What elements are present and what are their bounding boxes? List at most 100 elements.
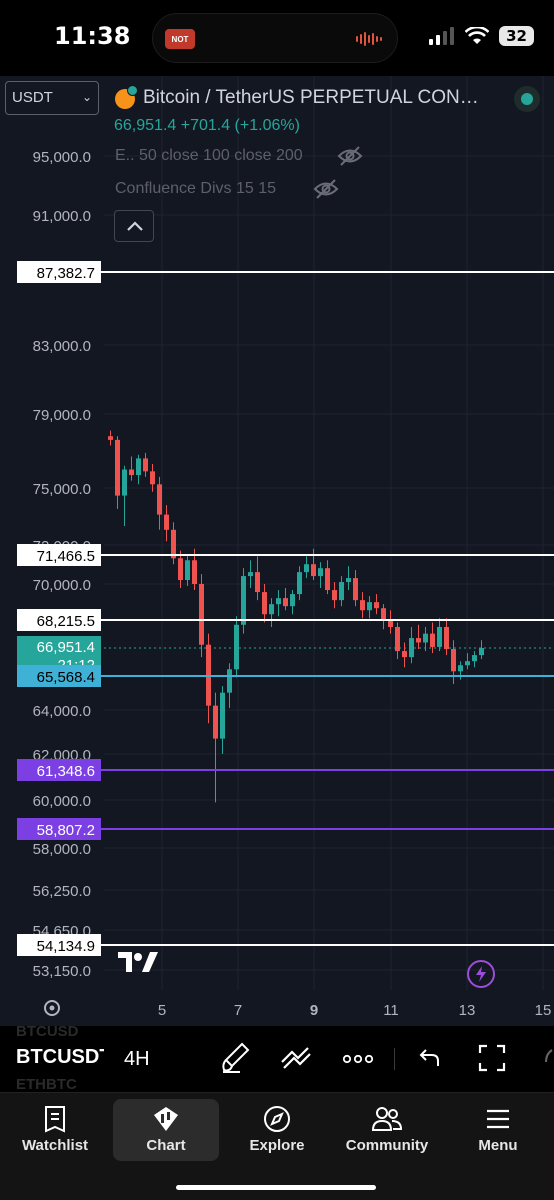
audio-wave-icon [356,32,382,46]
price-axis-label: 53,150.0 [33,963,91,980]
candle-body [472,655,477,662]
brush-icon[interactable] [220,1042,250,1074]
level-label: 58,807.2 [37,822,95,839]
tab-watchlist[interactable]: Watchlist [2,1099,108,1161]
eye-off-icon[interactable] [313,178,339,200]
candle-body [437,626,442,647]
candle-body [304,564,309,573]
candle-body [381,608,386,621]
candle-body [409,638,414,658]
level-label-box [17,544,101,566]
toolbar-divider [394,1048,395,1070]
chart-area[interactable]: 95,000.0 91,000.0 83,000.0 79,000.0 75,000.0… [0,76,554,1026]
tab-menu[interactable]: Menu [445,1099,551,1161]
chevron-down-icon: ⌄ [81,90,92,104]
level-label: 87,382.7 [37,265,95,282]
candle-body [332,590,337,601]
candles-icon [154,1107,178,1131]
candle-body [458,665,463,672]
candle-body [290,594,295,607]
tab-explore[interactable]: Explore [224,1099,330,1161]
candle-body [346,578,351,583]
wifi-icon [465,27,490,44]
interval-selector[interactable]: 4H [124,1048,150,1070]
candle-body [325,568,330,591]
chart-toolbar: BTCUSD BTCUSDT ETHBTC 4H [0,1023,554,1093]
price-axis-label: 64,000.0 [33,703,91,720]
status-icons: 32 [429,26,534,46]
candle-body [479,648,484,656]
candle-body [129,469,134,476]
candle-body [220,692,225,739]
price-axis-label: 79,000.0 [33,407,91,424]
drawing-tools-icon[interactable] [280,1042,312,1074]
candle-body [388,620,393,627]
level-label-box [17,818,101,840]
tab-chart[interactable]: Chart [113,1099,219,1161]
candle-body [360,600,365,611]
tab-community[interactable]: Community [334,1099,440,1161]
level-label-box [17,934,101,956]
candle-body [353,578,358,601]
undo-icon[interactable] [418,1046,442,1070]
tab-label: Watchlist [21,1137,89,1154]
fullscreen-icon[interactable] [478,1044,506,1072]
ghost-symbol-below: ETHBTC [16,1076,77,1093]
candle-body [150,471,155,485]
time-axis-label: 9 [310,1002,318,1019]
candle-body [164,514,169,530]
level-label-box [17,759,101,781]
more-icon[interactable] [342,1054,374,1064]
candle-body [283,598,288,607]
level-label-box [17,665,101,687]
level-label: 65,568.4 [37,669,95,686]
collapse-indicators-button[interactable] [114,210,154,242]
candle-body [108,436,113,440]
tab-label: Chart [146,1137,186,1154]
candle-body [430,633,435,647]
watchlist-icon [45,1106,65,1133]
indicator-confluence[interactable]: Confluence Divs 15 15 [115,180,276,197]
candle-body [185,560,190,581]
price-change: 66,951.4 +701.4 (+1.06%) [114,117,300,134]
candle-body [311,564,316,577]
symbol-selector[interactable]: BTCUSDT [16,1046,104,1068]
candle-body [171,529,176,559]
eye-off-icon[interactable] [337,145,363,167]
level-label-box [17,261,101,283]
home-indicator [176,1185,376,1190]
lightning-button[interactable] [467,960,495,988]
price-chart[interactable]: 95,000.0 91,000.0 83,000.0 79,000.0 75,000.0… [0,76,554,1026]
candle-body [122,469,127,496]
candle-body [143,458,148,472]
price-axis-label: 56,250.0 [33,883,91,900]
bottom-tab-bar: Watchlist Chart Explore Community Menu [0,1092,554,1200]
candle-body [192,560,197,584]
candle-body [444,626,449,650]
price-axis-label: 75,000.0 [33,481,91,498]
dynamic-island[interactable]: NOT [152,13,398,63]
level-label-box [17,609,101,631]
candle-body [276,598,281,605]
currency-select[interactable]: USDT ⌄ [5,81,99,115]
currency-select-value: USDT [12,89,53,106]
tab-label: Menu [478,1137,518,1154]
indicator-ema[interactable]: E.. 50 close 100 close 200 [115,147,303,164]
symbol-title[interactable]: Bitcoin / TetherUS PERPETUAL CON… [143,87,479,108]
redo-icon[interactable] [544,1046,554,1070]
time-axis-label: 5 [158,1002,166,1019]
candle-body [178,558,183,581]
market-status-icon[interactable] [514,86,540,112]
time-axis-label: 13 [459,1002,476,1019]
signal-icon [429,27,455,45]
candle-body [297,572,302,595]
candle-body [395,626,400,652]
price-axis-label: 70,000.0 [33,577,91,594]
tab-label: Community [345,1137,429,1154]
price-axis-label: 60,000.0 [33,793,91,810]
candle-body [157,484,162,515]
price-axis-label: 91,000.0 [33,208,91,225]
settings-gear-icon [44,1000,60,1016]
level-label: 54,134.9 [37,938,95,955]
last-price-value: 66,951.4 [37,639,95,656]
